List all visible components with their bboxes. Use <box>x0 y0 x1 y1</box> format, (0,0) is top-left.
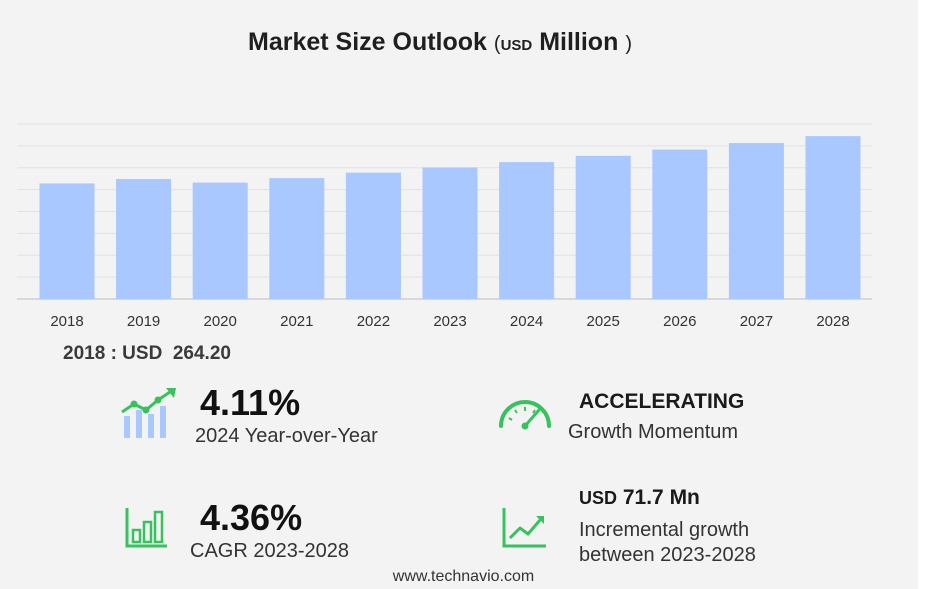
title-main: Market Size Outlook <box>248 28 487 56</box>
x-tick-2027: 2027 <box>740 313 773 330</box>
incremental-value: USD 71.7 Mn <box>579 486 700 510</box>
bar-2025 <box>575 155 631 299</box>
growth-chart-icon <box>121 388 176 438</box>
chart-bars <box>39 136 861 299</box>
yoy-label: 2024 Year-over-Year <box>195 425 378 447</box>
bar-2027 <box>728 143 784 299</box>
x-tick-2022: 2022 <box>357 313 390 330</box>
bar-2021 <box>269 178 325 299</box>
cagr-value: 4.36% <box>200 497 303 538</box>
bar-2023 <box>422 167 478 299</box>
bar-2019 <box>116 178 172 299</box>
speedometer-icon <box>499 400 551 430</box>
x-axis-ticks: 2018 2019 2020 2021 2022 2023 2024 2025 2026 2027… <box>50 313 849 330</box>
cagr-label: CAGR 2023-2028 <box>190 540 349 562</box>
source-url: www.technavio.com <box>392 568 535 585</box>
bar-chart: 2018 2019 2020 2021 2022 2023 2024 2025 2026 2027… <box>17 123 872 330</box>
chart-title: Market Size Outlook (USD Million ) <box>0 28 880 57</box>
x-tick-2025: 2025 <box>587 313 620 330</box>
bar-2024 <box>499 162 555 299</box>
title-currency: USD <box>500 37 533 54</box>
trend-line-icon <box>502 508 546 548</box>
bar-2018 <box>39 183 95 299</box>
bar-2026 <box>652 149 708 299</box>
incremental-label-1: Incremental growth <box>579 519 750 541</box>
title-open-paren: ( <box>493 33 501 55</box>
incremental-label-2: between 2023-2028 <box>579 544 756 566</box>
x-tick-2026: 2026 <box>663 313 696 330</box>
base-currency: USD <box>122 343 163 364</box>
bar-2022 <box>345 172 401 299</box>
incremental-currency: USD <box>579 488 618 508</box>
x-tick-2028: 2028 <box>816 313 849 330</box>
momentum-label: Growth Momentum <box>568 421 739 443</box>
title-unit: Million <box>539 28 619 56</box>
x-tick-2021: 2021 <box>280 313 313 330</box>
base-sep: : <box>110 343 117 364</box>
bar-2028 <box>805 136 861 299</box>
momentum-value: ACCELERATING <box>579 390 745 413</box>
base-year: 2018 <box>63 343 106 364</box>
yoy-value: 4.11% <box>200 382 301 423</box>
base-value: 264.20 <box>172 343 231 364</box>
x-tick-2023: 2023 <box>433 313 466 330</box>
base-year-value: 2018 : USD 264.20 <box>63 343 231 365</box>
incremental-amount: 71.7 Mn <box>622 486 700 509</box>
title-close-paren: ) <box>625 33 632 55</box>
x-tick-2024: 2024 <box>510 313 543 330</box>
x-tick-2019: 2019 <box>127 313 160 330</box>
bar-chart-icon <box>125 508 167 548</box>
x-tick-2020: 2020 <box>204 313 237 330</box>
x-tick-2018: 2018 <box>50 313 83 330</box>
bar-2020 <box>192 182 248 299</box>
